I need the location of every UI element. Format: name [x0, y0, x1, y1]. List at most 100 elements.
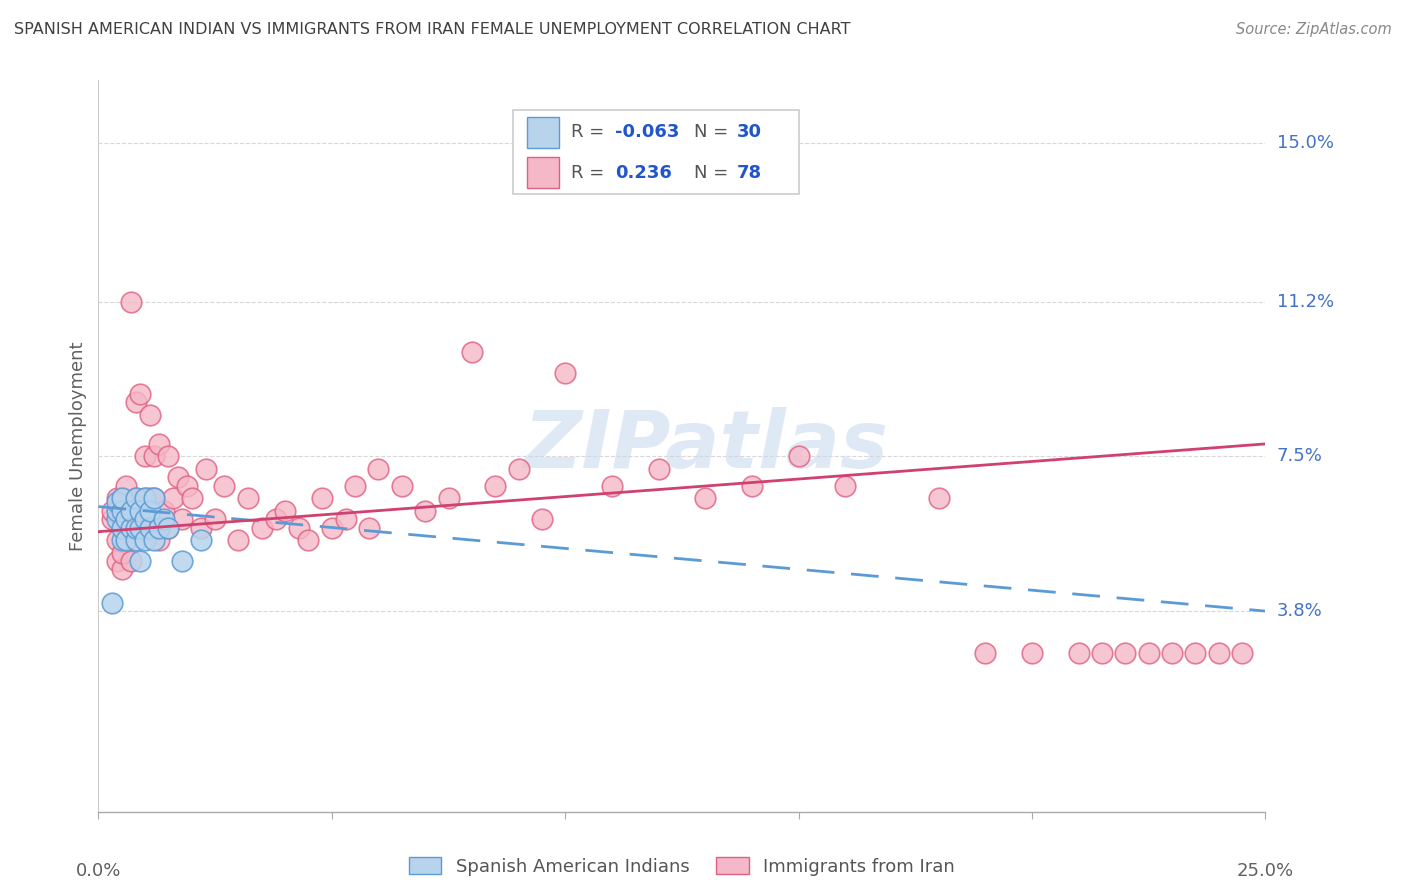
Point — [125, 520, 148, 534]
FancyBboxPatch shape — [513, 110, 799, 194]
Text: 7.5%: 7.5% — [1277, 448, 1323, 466]
Point — [134, 491, 156, 506]
Point — [834, 479, 856, 493]
Point — [530, 512, 553, 526]
Text: 3.8%: 3.8% — [1277, 602, 1322, 620]
Point — [1091, 646, 1114, 660]
Point — [105, 533, 128, 547]
Point — [134, 533, 156, 547]
Point — [152, 512, 174, 526]
Text: 0.0%: 0.0% — [76, 862, 121, 880]
Point — [134, 520, 156, 534]
Point — [344, 479, 367, 493]
Legend: Spanish American Indians, Immigrants from Iran: Spanish American Indians, Immigrants fro… — [402, 850, 962, 883]
Text: 0.236: 0.236 — [616, 163, 672, 182]
Point — [236, 491, 259, 506]
Point — [134, 450, 156, 464]
Point — [554, 366, 576, 380]
Point — [125, 395, 148, 409]
Point — [250, 520, 273, 534]
Point — [335, 512, 357, 526]
Point — [139, 520, 162, 534]
Point — [125, 491, 148, 506]
Point — [288, 520, 311, 534]
Point — [695, 491, 717, 506]
Point — [1208, 646, 1230, 660]
Point — [172, 554, 194, 568]
Point — [162, 491, 184, 506]
Point — [139, 408, 162, 422]
Point — [105, 512, 128, 526]
Point — [1230, 646, 1253, 660]
Point — [148, 520, 170, 534]
Point — [125, 533, 148, 547]
Point — [359, 520, 381, 534]
Point — [391, 479, 413, 493]
FancyBboxPatch shape — [527, 157, 560, 188]
Point — [139, 491, 162, 506]
Point — [204, 512, 226, 526]
Point — [157, 450, 180, 464]
Point — [741, 479, 763, 493]
Point — [111, 491, 134, 506]
Text: 78: 78 — [737, 163, 762, 182]
Point — [139, 504, 162, 518]
Point — [1067, 646, 1090, 660]
Point — [180, 491, 202, 506]
Point — [157, 520, 180, 534]
FancyBboxPatch shape — [527, 117, 560, 147]
Point — [214, 479, 236, 493]
Point — [228, 533, 250, 547]
Point — [508, 462, 530, 476]
Point — [101, 596, 124, 610]
Point — [134, 512, 156, 526]
Point — [120, 520, 142, 534]
Point — [101, 504, 124, 518]
Text: R =: R = — [571, 163, 616, 182]
Point — [297, 533, 319, 547]
Point — [264, 512, 287, 526]
Point — [125, 491, 148, 506]
Point — [111, 520, 134, 534]
Point — [1114, 646, 1136, 660]
Point — [437, 491, 460, 506]
Point — [194, 462, 217, 476]
Point — [157, 520, 180, 534]
Point — [134, 491, 156, 506]
Point — [115, 533, 138, 547]
Point — [129, 504, 152, 518]
Point — [1021, 646, 1043, 660]
Y-axis label: Female Unemployment: Female Unemployment — [69, 342, 87, 550]
Point — [600, 479, 623, 493]
Point — [105, 495, 128, 509]
Point — [172, 512, 194, 526]
Point — [148, 533, 170, 547]
Point — [484, 479, 506, 493]
Point — [928, 491, 950, 506]
Point — [166, 470, 188, 484]
Point — [1184, 646, 1206, 660]
Point — [115, 512, 138, 526]
Text: ZIPatlas: ZIPatlas — [523, 407, 887, 485]
Point — [105, 554, 128, 568]
Point — [105, 491, 128, 506]
Point — [120, 504, 142, 518]
Point — [1137, 646, 1160, 660]
Text: 30: 30 — [737, 123, 762, 141]
Point — [125, 520, 148, 534]
Point — [461, 345, 484, 359]
Point — [120, 554, 142, 568]
Text: -0.063: -0.063 — [616, 123, 679, 141]
Point — [274, 504, 297, 518]
Text: N =: N = — [693, 123, 734, 141]
Text: R =: R = — [571, 123, 610, 141]
Point — [129, 520, 152, 534]
Text: 11.2%: 11.2% — [1277, 293, 1334, 310]
Point — [190, 520, 212, 534]
Point — [367, 462, 389, 476]
Point — [974, 646, 997, 660]
Point — [111, 491, 134, 506]
Text: 25.0%: 25.0% — [1237, 862, 1294, 880]
Point — [111, 533, 134, 547]
Point — [115, 533, 138, 547]
